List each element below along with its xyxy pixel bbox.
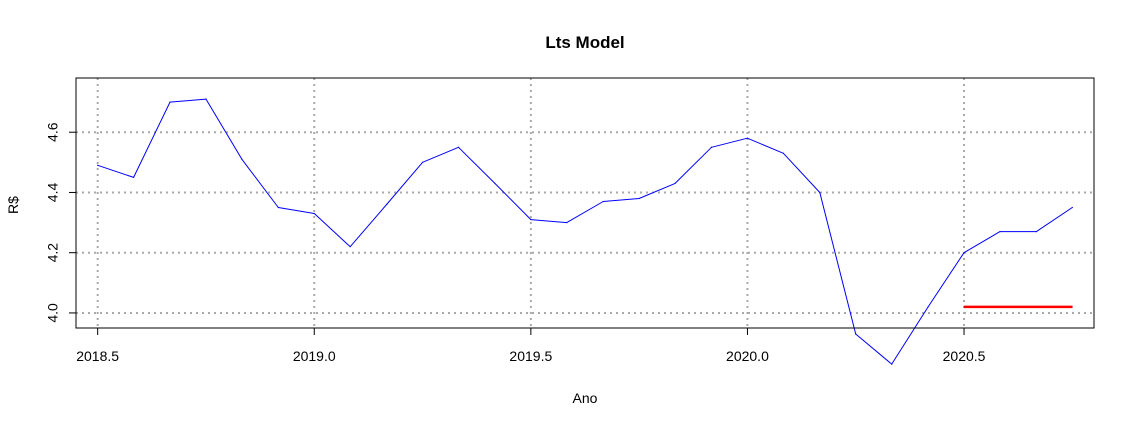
y-tick-label: 4.2 bbox=[45, 243, 61, 263]
data-point bbox=[602, 200, 604, 203]
data-point bbox=[566, 221, 568, 224]
y-axis-label: R$ bbox=[5, 196, 21, 214]
data-point bbox=[746, 137, 749, 139]
data-point bbox=[999, 231, 1001, 233]
data-point bbox=[819, 191, 821, 194]
data-point bbox=[133, 176, 135, 178]
data-point bbox=[855, 333, 857, 335]
data-point bbox=[963, 252, 965, 254]
data-point bbox=[494, 182, 496, 185]
data-point bbox=[97, 164, 99, 166]
data-point bbox=[891, 363, 893, 365]
data-point bbox=[205, 98, 207, 100]
y-axis: 4.0 4.2 4.4 4.6 bbox=[45, 122, 76, 323]
grid bbox=[76, 78, 1094, 328]
data-point bbox=[349, 246, 351, 248]
y-tick-label: 4.4 bbox=[45, 183, 61, 203]
x-tick-label: 2020.0 bbox=[726, 348, 769, 364]
data-point bbox=[963, 306, 965, 308]
data-point bbox=[530, 218, 532, 221]
data-point bbox=[782, 152, 785, 154]
data-point bbox=[710, 146, 713, 148]
series-1 bbox=[963, 305, 1073, 309]
data-point bbox=[674, 182, 676, 185]
x-axis: 2018.5 2019.0 2019.5 2020.0 2020.5 bbox=[76, 327, 986, 364]
data-point bbox=[457, 146, 460, 148]
series-layer bbox=[97, 98, 1073, 365]
data-point bbox=[385, 203, 388, 206]
data-point bbox=[927, 306, 929, 308]
series-line bbox=[97, 98, 1073, 365]
data-point bbox=[421, 161, 424, 163]
data-point bbox=[277, 206, 279, 209]
x-tick-label: 2019.0 bbox=[293, 348, 336, 364]
data-point bbox=[1071, 306, 1073, 308]
y-tick-label: 4.0 bbox=[45, 303, 61, 323]
x-tick-label: 2019.5 bbox=[509, 348, 552, 364]
series-0 bbox=[97, 98, 1073, 365]
y-tick-label: 4.6 bbox=[45, 122, 61, 142]
data-point bbox=[1035, 231, 1037, 233]
x-tick-label: 2018.5 bbox=[76, 348, 119, 364]
data-point bbox=[638, 197, 640, 200]
data-point bbox=[241, 158, 243, 160]
chart-title: Lts Model bbox=[545, 33, 624, 52]
data-point bbox=[313, 212, 315, 215]
plot-frame bbox=[75, 77, 1095, 329]
data-point bbox=[1071, 206, 1073, 209]
x-tick-label: 2020.5 bbox=[943, 348, 986, 364]
data-point bbox=[169, 101, 171, 103]
x-axis-label: Ano bbox=[573, 390, 598, 406]
